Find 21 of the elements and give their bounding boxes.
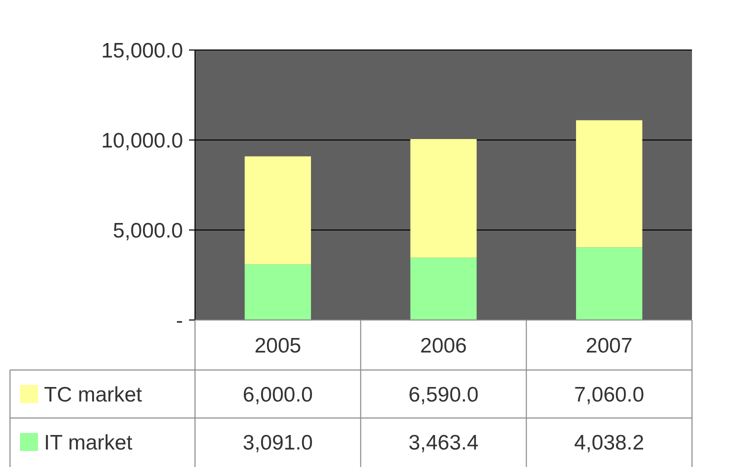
bar [244, 264, 311, 320]
data-label: 3,091.0 [242, 431, 313, 454]
x-tick-label: 2005 [254, 334, 302, 358]
bar [410, 258, 477, 320]
y-tick-label: 15,000.0 [101, 39, 183, 62]
data-label: 6,000.0 [242, 383, 313, 406]
legend-label: IT market [44, 431, 132, 454]
bar [410, 139, 477, 258]
legend-label: TC market [44, 383, 142, 406]
bar [244, 156, 311, 264]
data-label: 7,060.0 [574, 383, 644, 406]
y-tick-label: 5,000.0 [112, 219, 183, 242]
data-label: 4,038.2 [574, 431, 644, 454]
bar [576, 120, 642, 248]
bar [576, 247, 642, 320]
x-tick-label: 2007 [586, 334, 633, 358]
y-tick-label: - [176, 309, 183, 332]
data-label: 3,463.4 [408, 431, 479, 454]
x-tick-label: 2006 [420, 334, 467, 358]
y-tick-label: 10,000.0 [101, 129, 183, 152]
data-label: 6,590.0 [408, 383, 479, 406]
